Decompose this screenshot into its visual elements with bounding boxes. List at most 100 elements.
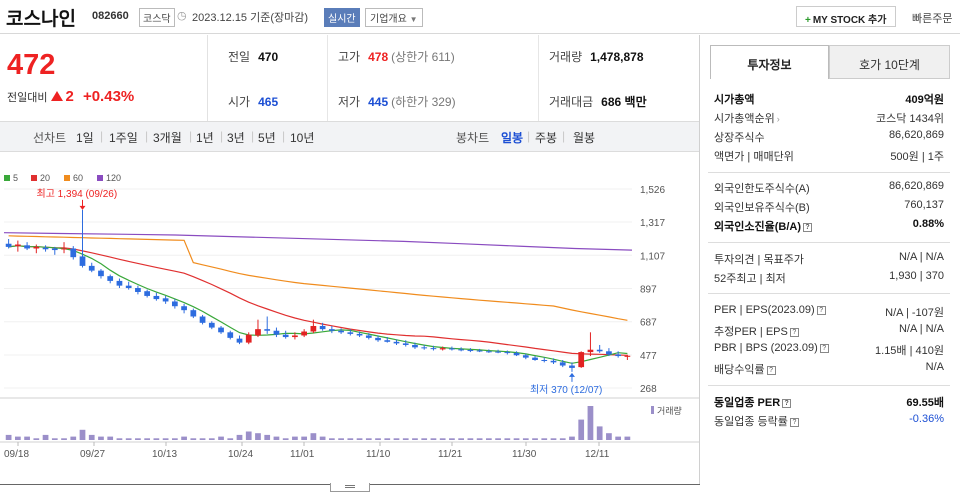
candle bbox=[171, 301, 178, 307]
price-summary: 472 전일대비 2 +0.43% bbox=[0, 35, 208, 121]
volume-bar bbox=[273, 436, 280, 440]
volume-value: 1,478,878 bbox=[590, 50, 644, 64]
period-3m[interactable]: 3개월 bbox=[153, 131, 182, 145]
stat-high: 고가 478 (상한가 611) bbox=[338, 48, 455, 65]
x-tick-label: 11/10 bbox=[366, 449, 391, 460]
separator: | bbox=[527, 129, 531, 143]
candle bbox=[458, 349, 465, 351]
legend-label: 20 bbox=[40, 173, 50, 183]
help-icon[interactable]: ? bbox=[782, 399, 792, 408]
y-tick-label: 1,317 bbox=[640, 218, 665, 229]
candle bbox=[485, 351, 492, 353]
candle-monthly[interactable]: 월봉 bbox=[573, 131, 596, 145]
candle bbox=[282, 334, 289, 338]
y-tick-label: 477 bbox=[640, 351, 657, 362]
volume-label: 거래량 bbox=[549, 50, 583, 64]
stat-amount: 거래대금 686 백만 bbox=[549, 93, 647, 110]
candle bbox=[522, 355, 529, 358]
help-icon[interactable]: ? bbox=[766, 366, 776, 375]
candle bbox=[208, 322, 215, 328]
candle bbox=[402, 343, 409, 345]
volume-bar bbox=[504, 438, 511, 440]
help-icon[interactable]: ? bbox=[803, 223, 812, 232]
chevron-right-icon[interactable]: › bbox=[776, 114, 780, 124]
ma5-line bbox=[8, 245, 628, 364]
info-row: 투자의견 | 목표주가 N/A | N/A bbox=[714, 249, 946, 268]
resize-handle[interactable] bbox=[330, 483, 370, 492]
help-icon[interactable]: ? bbox=[789, 328, 799, 337]
divider bbox=[708, 242, 950, 243]
x-tick-label: 11/21 bbox=[438, 449, 463, 460]
min-arrow-head bbox=[568, 372, 575, 377]
period-1d[interactable]: 1일 bbox=[76, 131, 94, 145]
up-triangle-icon bbox=[50, 91, 63, 101]
volume-bar bbox=[199, 438, 206, 440]
info-key-text: 동일업종 등락률 bbox=[714, 416, 788, 428]
tab-invest-info[interactable]: 투자정보 bbox=[710, 45, 829, 79]
candle-daily[interactable]: 일봉 bbox=[501, 131, 524, 145]
candle bbox=[338, 330, 344, 333]
volume-bar bbox=[255, 433, 261, 440]
candle bbox=[51, 248, 58, 251]
open-label: 시가 bbox=[228, 95, 251, 109]
candle bbox=[532, 357, 538, 361]
period-3y[interactable]: 3년 bbox=[227, 131, 245, 145]
corp-info-dropdown[interactable]: 기업개요 ▼ bbox=[365, 8, 423, 27]
candle bbox=[559, 362, 566, 366]
volume-label: 거래량 bbox=[657, 405, 682, 416]
base-date: 2023.12.15 기준(장마감) bbox=[192, 12, 309, 24]
info-row: 추정PER | EPS? N/A | N/A bbox=[714, 321, 946, 340]
volume-bar bbox=[79, 429, 86, 440]
x-tick-label: 11/01 bbox=[290, 449, 315, 460]
ma60-line bbox=[8, 235, 628, 321]
upper-limit: (상한가 611) bbox=[391, 50, 455, 64]
volume-bar bbox=[467, 438, 474, 440]
volume-bar bbox=[319, 436, 326, 440]
candle bbox=[596, 349, 603, 352]
volume-bar bbox=[439, 438, 446, 440]
volume-bar bbox=[236, 434, 243, 440]
separator: | bbox=[100, 129, 104, 143]
info-value: -0.36% bbox=[909, 413, 944, 425]
info-key: PER | EPS(2023.09)? bbox=[714, 304, 826, 316]
volume-bar bbox=[98, 436, 104, 440]
my-stock-add-button[interactable]: + MY STOCK 추가 bbox=[796, 6, 896, 27]
open-value: 465 bbox=[258, 95, 279, 109]
candle bbox=[135, 288, 141, 292]
volume-bar bbox=[116, 438, 123, 440]
info-key-text: 동일업종 PER bbox=[714, 397, 781, 409]
x-tick-label: 11/30 bbox=[512, 449, 537, 460]
candle bbox=[24, 245, 30, 249]
tab-orderbook[interactable]: 호가 10단계 bbox=[829, 45, 950, 79]
candle-weekly[interactable]: 주봉 bbox=[535, 131, 558, 145]
help-icon[interactable]: ? bbox=[819, 344, 829, 353]
candle bbox=[467, 350, 474, 352]
period-1w[interactable]: 1주일 bbox=[109, 131, 138, 145]
realtime-button[interactable]: 실시간 bbox=[324, 8, 360, 27]
legend-swatch bbox=[4, 175, 10, 181]
volume-bar bbox=[550, 438, 557, 440]
stat-volume: 거래량 1,478,878 bbox=[549, 48, 644, 65]
period-5y[interactable]: 5년 bbox=[258, 131, 276, 145]
info-value: N/A bbox=[925, 361, 944, 373]
quick-order-link[interactable]: 빠른주문 bbox=[912, 13, 953, 25]
info-row: 외국인보유주식수(B) 760,137 bbox=[714, 197, 946, 216]
plus-icon: + bbox=[805, 15, 811, 26]
volume-bar bbox=[449, 438, 455, 440]
stock-name: 코스나인 bbox=[6, 9, 76, 30]
candle bbox=[375, 337, 381, 341]
corp-info-label: 기업개요 bbox=[370, 14, 407, 25]
candle bbox=[384, 340, 391, 342]
market-cap-section: 시가총액 409억원 시가총액순위 › 코스닥 1434위 상장주식수 86,620,8… bbox=[714, 89, 946, 165]
help-icon[interactable]: ? bbox=[789, 418, 799, 427]
period-1y[interactable]: 1년 bbox=[196, 131, 214, 145]
period-10y[interactable]: 10년 bbox=[290, 131, 315, 145]
volume-bar bbox=[181, 436, 187, 440]
price-chart[interactable]: 5 20 60 120 1,526 1,317 1,107 897 687 477 268 최고 1,… bbox=[0, 166, 700, 466]
help-icon[interactable]: ? bbox=[816, 306, 826, 315]
stat-low: 저가 445 (하한가 329) bbox=[338, 93, 456, 110]
volume-bar bbox=[144, 438, 151, 440]
candle bbox=[61, 248, 67, 250]
volume-bar bbox=[218, 436, 224, 440]
info-value: N/A | N/A bbox=[898, 323, 944, 335]
